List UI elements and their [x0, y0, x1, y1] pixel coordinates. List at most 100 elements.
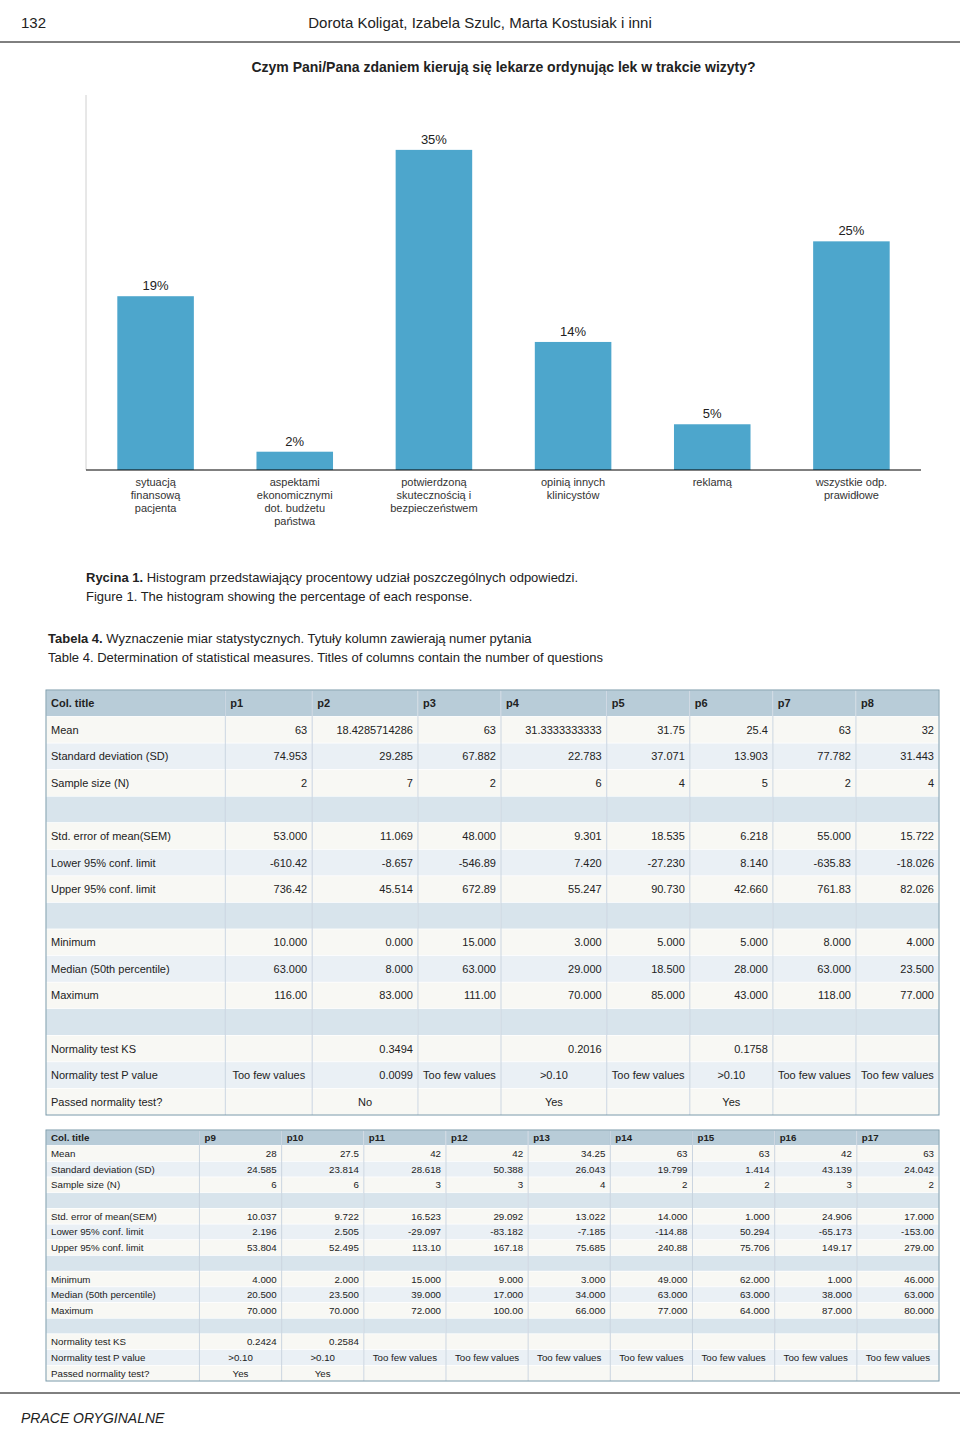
table-cell — [446, 1256, 528, 1272]
table-cell — [856, 770, 939, 797]
table-cell — [692, 1161, 774, 1177]
table-cell — [418, 1062, 501, 1089]
table-cell — [364, 1224, 446, 1240]
table-cell-text: 31.443 — [900, 750, 934, 762]
table-cell — [775, 1240, 857, 1256]
table-cell-text: 64.000 — [740, 1305, 770, 1316]
table-cell — [607, 1009, 690, 1036]
table-cell — [773, 717, 856, 744]
table-header: p8 — [861, 697, 874, 709]
table-cell-text: Yes — [315, 1368, 331, 1379]
table-cell — [692, 1193, 774, 1209]
table-cell-text: 15.722 — [900, 830, 934, 842]
table-cell — [199, 1256, 281, 1272]
table-cell-text: 16.523 — [411, 1211, 441, 1222]
table-cell-text: 15.000 — [411, 1274, 441, 1285]
table-cell — [610, 1350, 692, 1366]
table-cell-text: 28.618 — [411, 1164, 441, 1175]
page: 132Dorota Koligat, Izabela Szulc, Marta … — [0, 0, 960, 1439]
table-cell — [312, 796, 418, 823]
table-cell — [364, 1271, 446, 1287]
table-cell-text: Too few values — [455, 1352, 519, 1363]
table-cell — [446, 1224, 528, 1240]
table-cell — [773, 982, 856, 1009]
table-cell — [46, 1256, 199, 1272]
table-cell-text: 4 — [928, 777, 934, 789]
table-cell — [46, 1193, 199, 1209]
table-cell-text: 2 — [764, 1179, 769, 1190]
bar — [256, 452, 333, 470]
table-cell — [501, 876, 607, 903]
table-cell — [607, 876, 690, 903]
table-cell — [610, 1318, 692, 1334]
x-tick-label: opinią innychklinicystów — [541, 476, 605, 501]
table-cell-text: Standard deviation (SD) — [51, 750, 168, 762]
table-cell — [282, 1224, 364, 1240]
table-cell-text: -83.182 — [490, 1226, 523, 1237]
table-cell — [46, 849, 225, 876]
bar — [117, 296, 194, 470]
x-tick-label: wszystkie odp.prawidłowe — [815, 476, 888, 501]
x-tick-label-line: aspektami — [270, 476, 320, 488]
table-cell-text: 74.953 — [274, 750, 308, 762]
table-column-separator — [610, 1130, 611, 1381]
table-cell-text: 50.294 — [740, 1226, 770, 1237]
table-cell-text: Minimum — [51, 936, 96, 948]
table-cell-text: 761.83 — [817, 883, 851, 895]
table-cell-text: 13.903 — [734, 750, 768, 762]
x-tick-label-line: klinicystów — [547, 489, 600, 501]
table-cell — [856, 1035, 939, 1062]
table-header: p10 — [287, 1132, 304, 1143]
table-cell — [501, 717, 607, 744]
table-cell-text: 9.722 — [334, 1211, 358, 1222]
table-cell — [528, 1318, 610, 1334]
table-cell-text: 20.500 — [247, 1289, 277, 1300]
table-cell-text: 4.000 — [252, 1274, 277, 1285]
x-tick-label-line: ekonomicznymi — [257, 489, 333, 501]
table-cell-text: 672.89 — [462, 883, 496, 895]
table-cell-text: 15.000 — [462, 936, 496, 948]
table-cell — [857, 1287, 939, 1303]
table-cell — [773, 956, 856, 983]
table-column-separator — [692, 1130, 693, 1381]
table-cell-text: Too few values — [232, 1069, 305, 1081]
table-cell — [501, 982, 607, 1009]
x-tick-label: potwierdzonąskutecznością ibezpieczeństw… — [390, 476, 477, 514]
table-cell — [199, 1208, 281, 1224]
table-cell-text: 3.000 — [581, 1274, 606, 1285]
x-tick-label-line: potwierdzoną — [401, 476, 467, 488]
table-cell — [607, 823, 690, 850]
table-cell-text: 45.514 — [379, 883, 413, 895]
table-cell — [690, 903, 773, 930]
table-cell — [692, 1177, 774, 1193]
table-cell — [225, 982, 312, 1009]
table-cell — [690, 956, 773, 983]
table-cell — [692, 1130, 774, 1146]
x-tick-label-line: reklamą — [693, 476, 733, 488]
table-cell — [418, 849, 501, 876]
table-cell — [364, 1318, 446, 1334]
table-cell-text: 3 — [846, 1179, 851, 1190]
footer-rule — [0, 1393, 960, 1394]
x-tick-label-line: prawidłowe — [824, 489, 879, 501]
table-cell — [312, 770, 418, 797]
table-cell-text: Too few values — [866, 1352, 930, 1363]
table-cell — [282, 1271, 364, 1287]
table-cell — [446, 1161, 528, 1177]
table-cell — [312, 1062, 418, 1089]
table-cell-text: 1.000 — [828, 1274, 853, 1285]
table-cell — [690, 717, 773, 744]
table-cell-text: Mean — [51, 1148, 75, 1159]
table-cell — [46, 1130, 199, 1146]
table-cell — [501, 956, 607, 983]
table-cell-text: 18.500 — [651, 963, 685, 975]
table-cell — [607, 743, 690, 770]
table-cell — [775, 1130, 857, 1146]
table-cell — [46, 1177, 199, 1193]
table-cell — [528, 1365, 610, 1381]
table-cell-text: Yes — [722, 1096, 740, 1108]
table-cell — [282, 1177, 364, 1193]
table-cell — [607, 770, 690, 797]
table-cell — [690, 1062, 773, 1089]
table-cell — [607, 956, 690, 983]
